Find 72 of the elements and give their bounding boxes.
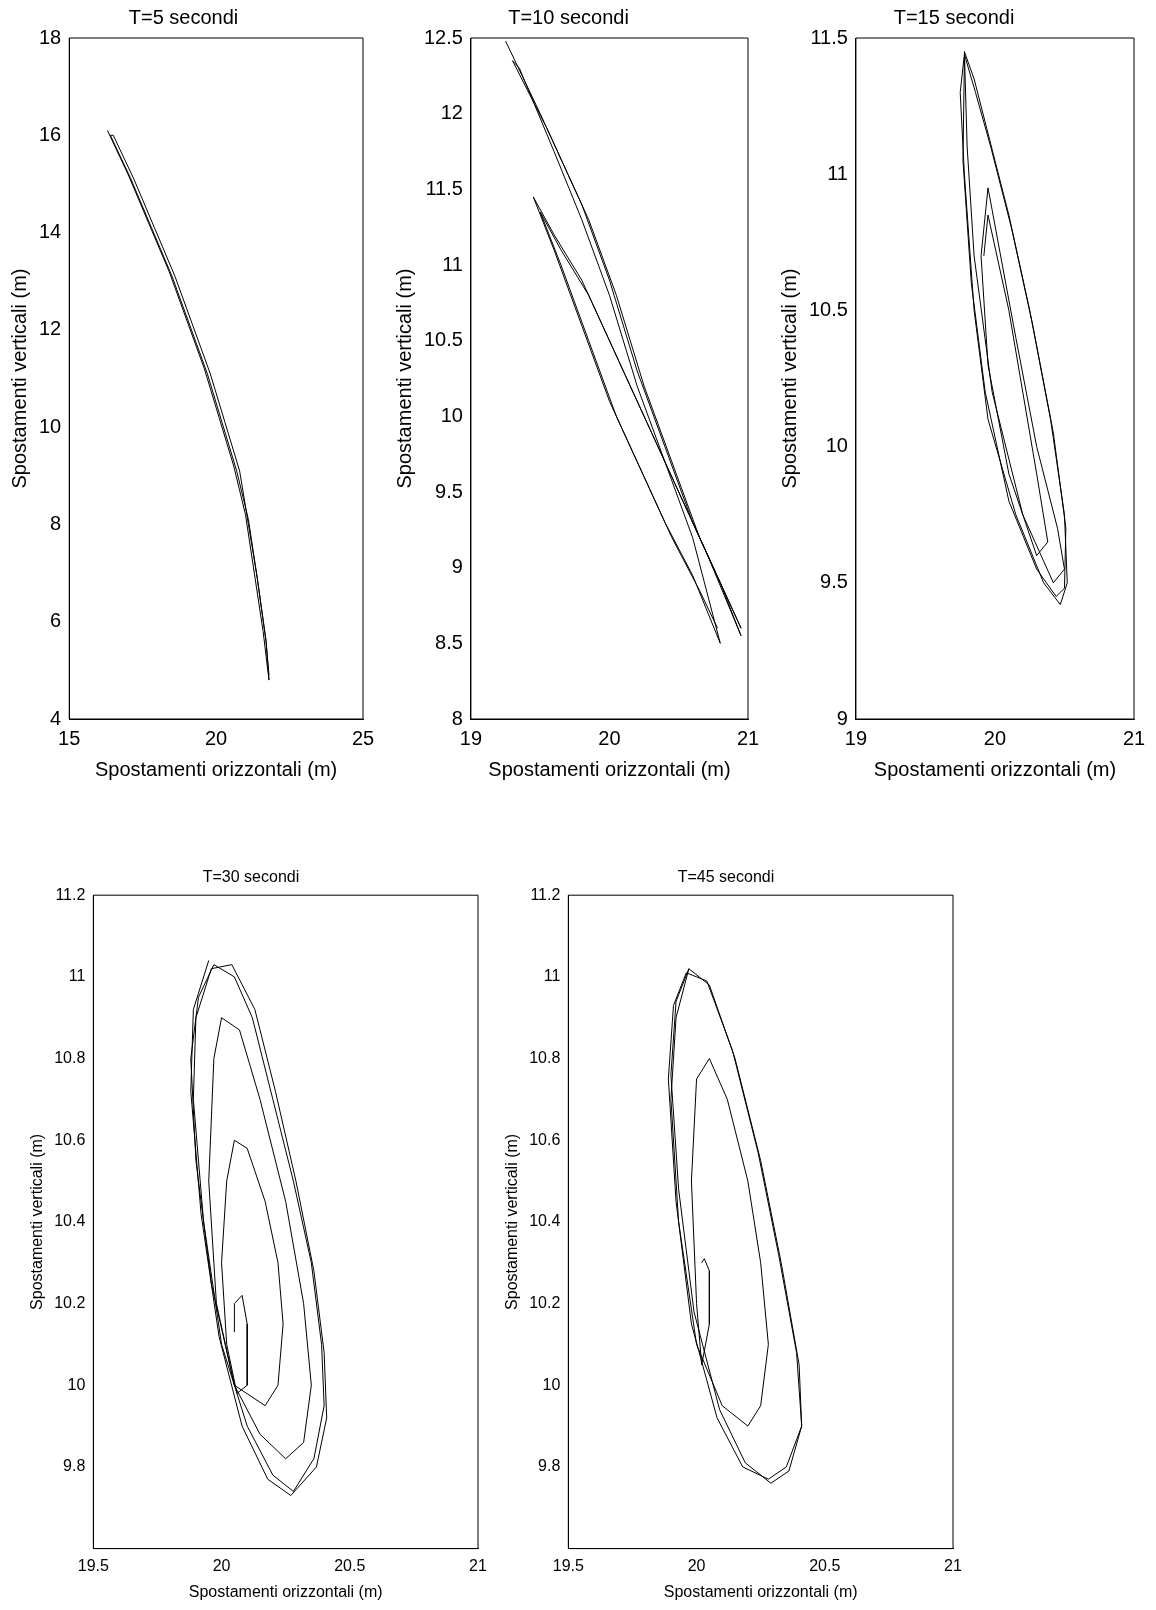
x-axis-title: Spostamenti orizzontali (m): [873, 757, 1117, 780]
chart-title: T=10 secondi: [508, 5, 629, 28]
y-tick-label: 10.2: [529, 1293, 561, 1311]
x-tick-label: 20: [212, 1556, 231, 1574]
y-tick-label: 10.8: [54, 1048, 86, 1066]
x-tick-label: 21: [1122, 726, 1146, 749]
x-tick-label: 20.5: [809, 1556, 841, 1574]
y-tick-label: 10: [440, 403, 463, 426]
y-tick-label: 8: [50, 511, 62, 534]
y-tick-label: 9: [836, 706, 848, 729]
x-tick-label: 19: [844, 726, 868, 749]
y-tick-label: 11: [442, 252, 463, 275]
y-tick-label: 11.2: [530, 885, 561, 903]
y-axis-title: Spostamenti verticali (m): [503, 1133, 521, 1310]
x-tick-label: 21: [736, 726, 760, 749]
y-tick-label: 10: [542, 1375, 561, 1393]
y-tick-label: 16: [39, 122, 62, 145]
y-tick-label: 9.8: [538, 1457, 561, 1475]
y-tick-label: 10: [67, 1375, 86, 1393]
y-tick-label: 10.6: [529, 1130, 561, 1148]
y-tick-label: 9.8: [63, 1457, 86, 1475]
x-tick-label: 20.5: [334, 1556, 366, 1574]
y-tick-label: 10.6: [54, 1130, 86, 1148]
x-tick-label: 20: [598, 726, 621, 749]
x-tick-label: 20: [205, 726, 228, 749]
x-tick-label: 19: [459, 726, 483, 749]
chart-title: T=30 secondi: [202, 868, 300, 886]
x-tick-label: 21: [944, 1556, 962, 1574]
y-tick-label: 12.5: [423, 25, 463, 48]
chart-title: T=45 secondi: [677, 868, 775, 886]
y-axis-title: Spostamenti verticali (m): [392, 268, 415, 489]
x-axis-title: Spostamenti orizzontali (m): [188, 1582, 383, 1600]
y-tick-label: 10: [825, 434, 848, 457]
y-tick-label: 9.5: [820, 570, 848, 593]
y-axis-title: Spostamenti verticali (m): [777, 268, 800, 489]
x-axis-title: Spostamenti orizzontali (m): [488, 757, 731, 780]
x-tick-label: 21: [469, 1556, 487, 1574]
y-tick-label: 10.8: [529, 1048, 561, 1066]
x-tick-label: 25: [351, 726, 375, 749]
y-tick-label: 4: [50, 706, 62, 729]
y-tick-label: 11: [68, 967, 86, 985]
y-tick-label: 10.2: [54, 1293, 86, 1311]
y-tick-label: 11: [543, 967, 561, 985]
y-tick-label: 6: [50, 609, 62, 632]
x-axis-title: Spostamenti orizzontali (m): [94, 757, 338, 780]
y-tick-label: 10.4: [54, 1212, 86, 1230]
y-tick-label: 18: [39, 25, 62, 48]
chart-title: T=5 secondi: [128, 5, 239, 28]
y-tick-label: 11.5: [425, 176, 463, 199]
x-tick-label: 15: [58, 726, 81, 749]
x-axis-title: Spostamenti orizzontali (m): [663, 1582, 858, 1600]
x-tick-label: 20: [983, 726, 1007, 749]
x-tick-label: 20: [687, 1556, 706, 1574]
y-tick-label: 11.5: [810, 25, 848, 48]
y-tick-label: 10: [39, 414, 62, 437]
y-tick-label: 10.4: [529, 1212, 561, 1230]
x-tick-label: 19.5: [552, 1556, 585, 1574]
y-tick-label: 11.2: [55, 885, 86, 903]
y-tick-label: 8.5: [435, 630, 463, 653]
y-tick-label: 12: [39, 317, 62, 340]
y-tick-label: 8: [451, 706, 463, 729]
y-tick-label: 10.5: [808, 297, 848, 320]
chart-title: T=15 secondi: [893, 5, 1015, 28]
x-tick-label: 19.5: [77, 1556, 110, 1574]
y-tick-label: 9.5: [435, 479, 463, 502]
y-tick-label: 14: [39, 220, 62, 243]
y-tick-label: 11: [827, 161, 848, 184]
y-tick-label: 10.5: [423, 328, 463, 351]
y-axis-title: Spostamenti verticali (m): [28, 1133, 46, 1310]
y-tick-label: 9: [451, 555, 463, 578]
y-tick-label: 12: [440, 101, 463, 124]
y-axis-title: Spostamenti verticali (m): [7, 268, 30, 489]
